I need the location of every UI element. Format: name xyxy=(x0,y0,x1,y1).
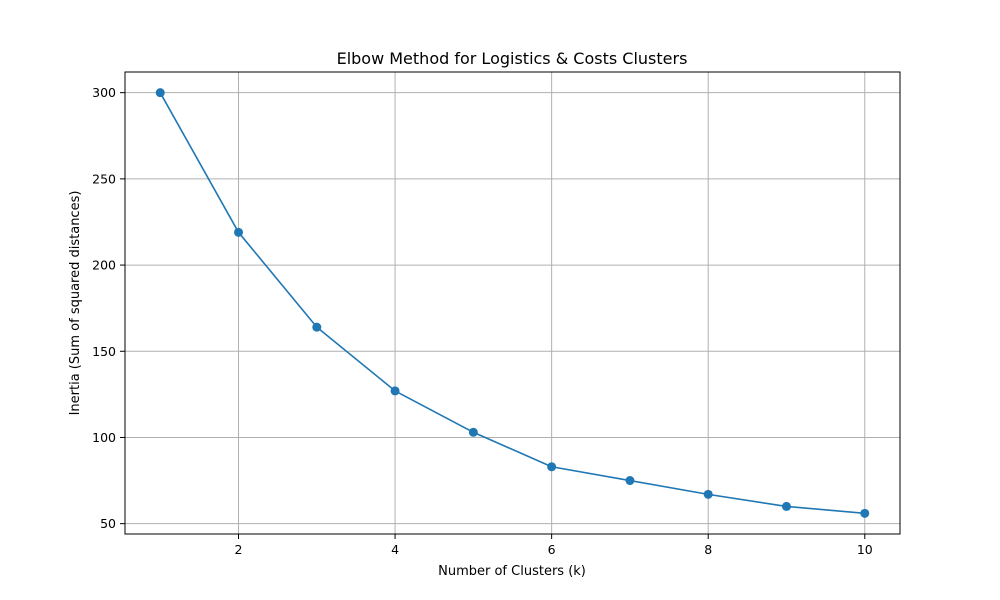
chart-title: Elbow Method for Logistics & Costs Clust… xyxy=(337,49,688,68)
x-tick-label: 8 xyxy=(704,542,712,557)
y-tick-label: 50 xyxy=(100,516,116,531)
y-tick-label: 200 xyxy=(92,258,116,273)
data-point xyxy=(234,227,244,237)
data-point xyxy=(625,476,635,486)
x-tick-label: 10 xyxy=(857,542,873,557)
data-point xyxy=(390,386,400,396)
x-axis-label: Number of Clusters (k) xyxy=(438,564,586,579)
plot-frame xyxy=(124,71,901,535)
data-point xyxy=(547,462,557,472)
x-tick-label: 4 xyxy=(391,542,399,557)
data-point xyxy=(312,322,322,332)
y-axis-label: Inertia (Sum of squared distances) xyxy=(68,191,83,416)
series-line xyxy=(159,92,865,515)
y-tick-label: 250 xyxy=(92,171,116,186)
x-tick-label: 2 xyxy=(235,542,243,557)
y-tick-label: 150 xyxy=(92,344,116,359)
y-tick-label: 100 xyxy=(92,430,116,445)
y-tick-label: 300 xyxy=(92,85,116,100)
x-tick-label: 6 xyxy=(548,542,556,557)
data-point xyxy=(703,489,713,499)
data-point xyxy=(155,88,165,98)
grid-layer xyxy=(125,72,900,534)
tick-layer: 2 4 6 8 10 50 100 150 200 250 300 xyxy=(92,85,873,557)
data-point xyxy=(468,427,478,437)
data-point xyxy=(860,508,870,518)
series-layer xyxy=(155,88,870,518)
data-point xyxy=(781,501,791,511)
